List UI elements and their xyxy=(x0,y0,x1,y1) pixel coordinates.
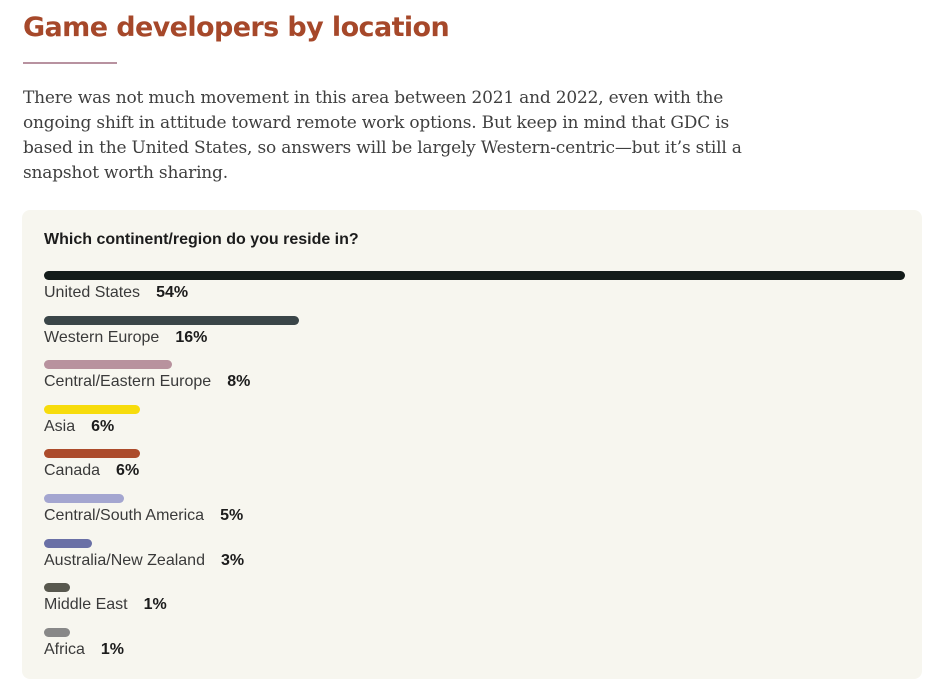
bar-label-row: United States 54% xyxy=(44,284,188,302)
bar-item: Africa 1% xyxy=(44,627,905,673)
category-label: Central/South America xyxy=(44,506,205,524)
bar-item: Canada 6% xyxy=(44,449,905,494)
title-underline xyxy=(23,62,117,64)
bar-label-row: Central/Eastern Europe 8% xyxy=(44,373,250,391)
category-label: United States xyxy=(44,284,141,301)
bar xyxy=(44,360,172,370)
category-label: Australia/New Zealand xyxy=(44,551,205,569)
bar-label-row: Western Europe 16% xyxy=(44,329,207,347)
bar xyxy=(44,493,124,503)
category-label: Middle East xyxy=(44,596,128,614)
bar-label-row: Asia 6% xyxy=(44,418,114,436)
chart-panel: Which continent/region do you reside in?… xyxy=(22,210,922,679)
bar xyxy=(44,583,70,593)
value-label: 1% xyxy=(100,640,125,658)
category-label: Western Europe xyxy=(44,328,160,346)
chart-title: Which continent/region do you reside in? xyxy=(44,231,359,248)
category-label: Canada xyxy=(44,462,101,480)
bar-item: Asia 6% xyxy=(44,404,905,450)
bar-label-row: Central/South America 5% xyxy=(44,507,243,525)
value-label: 6% xyxy=(116,462,140,480)
value-label: 1% xyxy=(143,596,167,614)
category-label: Central/Eastern Europe xyxy=(44,373,212,391)
bar-item: Middle East 1% xyxy=(44,583,905,628)
bar xyxy=(44,315,300,325)
bar xyxy=(44,627,70,637)
bar-item: United States 54% xyxy=(44,271,905,316)
value-label: 5% xyxy=(220,506,244,524)
bar-item: Central/Eastern Europe 8% xyxy=(44,360,905,405)
intro-paragraph: There was not much movement in this area… xyxy=(23,88,742,183)
bar-label-row: Australia/New Zealand 3% xyxy=(44,552,244,570)
bar-list: United States 54% Western Europe 16% Central… xyxy=(44,271,905,672)
bar-label-row: Middle East 1% xyxy=(44,596,167,614)
bar-item: Central/South America 5% xyxy=(44,493,905,539)
value-label: 16% xyxy=(175,328,208,346)
category-label: Africa xyxy=(44,640,85,658)
bar xyxy=(44,538,92,548)
bar xyxy=(44,449,140,459)
value-label: 6% xyxy=(91,417,115,435)
bar-label-row: Canada 6% xyxy=(44,462,139,480)
bar-item: Western Europe 16% xyxy=(44,315,905,361)
value-label: 54% xyxy=(156,284,189,301)
bar-item: Australia/New Zealand 3% xyxy=(44,538,905,584)
value-label: 3% xyxy=(220,551,245,569)
category-label: Asia xyxy=(44,417,76,435)
value-label: 8% xyxy=(227,373,251,391)
page-title: Game developers by location xyxy=(23,12,450,43)
bar xyxy=(44,404,140,414)
bar xyxy=(44,271,905,280)
bar-label-row: Africa 1% xyxy=(44,641,124,659)
